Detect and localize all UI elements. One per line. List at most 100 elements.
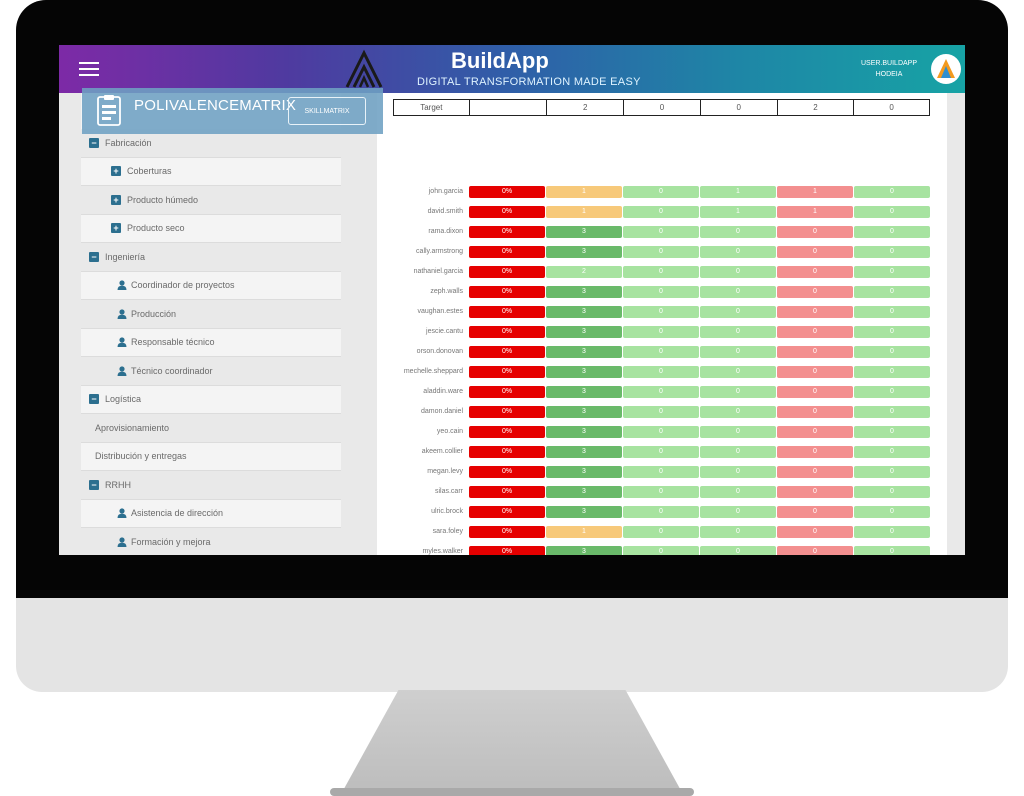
skill-cell[interactable]: 0% [469, 246, 545, 258]
skill-cell[interactable]: 0 [854, 386, 930, 398]
skill-cell[interactable]: 0% [469, 406, 545, 418]
skill-cell[interactable]: 0% [469, 266, 545, 278]
skill-cell[interactable]: 0% [469, 306, 545, 318]
skill-cell[interactable]: 0 [623, 206, 699, 218]
sidebar-item[interactable]: Formación y mejora [81, 528, 341, 555]
plus-box-icon[interactable]: + [111, 194, 121, 205]
skill-cell[interactable]: 0 [700, 246, 776, 258]
skill-cell[interactable]: 0 [623, 546, 699, 555]
sidebar-item[interactable]: + Producto húmedo [81, 186, 341, 215]
skill-cell[interactable]: 3 [546, 406, 622, 418]
skill-cell[interactable]: 3 [546, 546, 622, 555]
sidebar-item[interactable]: Asistencia de dirección [81, 500, 341, 528]
skill-cell[interactable]: 0 [623, 406, 699, 418]
skill-cell[interactable]: 0 [854, 486, 930, 498]
skill-cell[interactable]: 0 [623, 446, 699, 458]
skill-cell[interactable]: 0% [469, 446, 545, 458]
skill-cell[interactable]: 3 [546, 306, 622, 318]
skill-cell[interactable]: 0 [854, 266, 930, 278]
skill-cell[interactable]: 1 [777, 186, 853, 198]
skill-cell[interactable]: 0 [700, 446, 776, 458]
skill-cell[interactable]: 0% [469, 206, 545, 218]
skill-cell[interactable]: 0% [469, 486, 545, 498]
skill-cell[interactable]: 0 [777, 286, 853, 298]
sidebar-item[interactable]: Aprovisionamiento [81, 414, 341, 443]
skill-cell[interactable]: 0% [469, 386, 545, 398]
skill-cell[interactable]: 0 [854, 426, 930, 438]
skill-cell[interactable]: 0% [469, 346, 545, 358]
skill-cell[interactable]: 0% [469, 226, 545, 238]
skill-cell[interactable]: 0% [469, 546, 545, 555]
skill-cell[interactable]: 0 [700, 226, 776, 238]
skill-cell[interactable]: 0 [854, 526, 930, 538]
skill-cell[interactable]: 0 [623, 526, 699, 538]
skill-cell[interactable]: 0 [623, 246, 699, 258]
skill-cell[interactable]: 0 [623, 426, 699, 438]
skill-cell[interactable]: 2 [546, 266, 622, 278]
skill-cell[interactable]: 3 [546, 246, 622, 258]
skill-cell[interactable]: 0 [623, 346, 699, 358]
skill-cell[interactable]: 0 [700, 386, 776, 398]
skill-cell[interactable]: 0 [700, 346, 776, 358]
skill-cell[interactable]: 0% [469, 366, 545, 378]
skill-cell[interactable]: 0 [777, 306, 853, 318]
skill-cell[interactable]: 3 [546, 446, 622, 458]
skill-cell[interactable]: 0 [777, 486, 853, 498]
skill-cell[interactable]: 0% [469, 526, 545, 538]
skill-cell[interactable]: 0% [469, 466, 545, 478]
skill-cell[interactable]: 3 [546, 466, 622, 478]
skill-cell[interactable]: 1 [546, 186, 622, 198]
skill-cell[interactable]: 0 [700, 506, 776, 518]
skill-cell[interactable]: 0 [854, 226, 930, 238]
sidebar-item[interactable]: Producción [81, 300, 341, 329]
skill-cell[interactable]: 0 [623, 226, 699, 238]
skill-cell[interactable]: 1 [546, 526, 622, 538]
sidebar-item[interactable]: − RRHH [81, 471, 341, 500]
skill-cell[interactable]: 0 [854, 286, 930, 298]
skill-cell[interactable]: 3 [546, 226, 622, 238]
skill-cell[interactable]: 1 [777, 206, 853, 218]
skill-cell[interactable]: 0 [777, 246, 853, 258]
sidebar-item[interactable]: Responsable técnico [81, 329, 341, 357]
skill-cell[interactable]: 0% [469, 186, 545, 198]
skill-cell[interactable]: 0 [854, 206, 930, 218]
minus-box-icon[interactable]: − [89, 251, 99, 262]
skill-cell[interactable]: 0 [700, 426, 776, 438]
skill-cell[interactable]: 0 [623, 506, 699, 518]
plus-box-icon[interactable]: + [111, 166, 121, 177]
skill-cell[interactable]: 0 [700, 266, 776, 278]
sidebar-item[interactable]: Coordinador de proyectos [81, 272, 341, 300]
skill-cell[interactable]: 0 [854, 466, 930, 478]
skill-cell[interactable]: 0 [777, 506, 853, 518]
skill-cell[interactable]: 0 [623, 286, 699, 298]
skill-cell[interactable]: 0 [777, 386, 853, 398]
skillmatrix-button[interactable]: SKILLMATRIX [288, 97, 366, 125]
skill-cell[interactable]: 0 [623, 186, 699, 198]
skill-cell[interactable]: 0 [854, 346, 930, 358]
plus-box-icon[interactable]: + [111, 223, 121, 234]
sidebar-item[interactable]: + Producto seco [81, 215, 341, 243]
skill-cell[interactable]: 0 [700, 366, 776, 378]
skill-cell[interactable]: 0 [777, 226, 853, 238]
skill-cell[interactable]: 0 [777, 406, 853, 418]
skill-cell[interactable]: 0% [469, 426, 545, 438]
user-avatar[interactable] [931, 54, 961, 84]
skill-cell[interactable]: 0 [777, 546, 853, 555]
sidebar-item[interactable]: + Coberturas [81, 158, 341, 186]
skill-cell[interactable]: 3 [546, 386, 622, 398]
skill-cell[interactable]: 0 [700, 526, 776, 538]
sidebar-item[interactable]: − Ingeniería [81, 243, 341, 272]
skill-cell[interactable]: 0 [700, 486, 776, 498]
skill-cell[interactable]: 0 [854, 246, 930, 258]
skill-cell[interactable]: 0 [777, 526, 853, 538]
skill-cell[interactable]: 3 [546, 506, 622, 518]
skill-cell[interactable]: 0% [469, 286, 545, 298]
skill-cell[interactable]: 0 [700, 466, 776, 478]
sidebar-item[interactable]: Distribución y entregas [81, 443, 341, 471]
skill-cell[interactable]: 0 [623, 326, 699, 338]
skill-cell[interactable]: 0 [700, 406, 776, 418]
skill-cell[interactable]: 0 [854, 506, 930, 518]
sidebar-item[interactable]: − Logística [81, 386, 341, 414]
skill-cell[interactable]: 1 [700, 206, 776, 218]
skill-cell[interactable]: 0 [777, 446, 853, 458]
